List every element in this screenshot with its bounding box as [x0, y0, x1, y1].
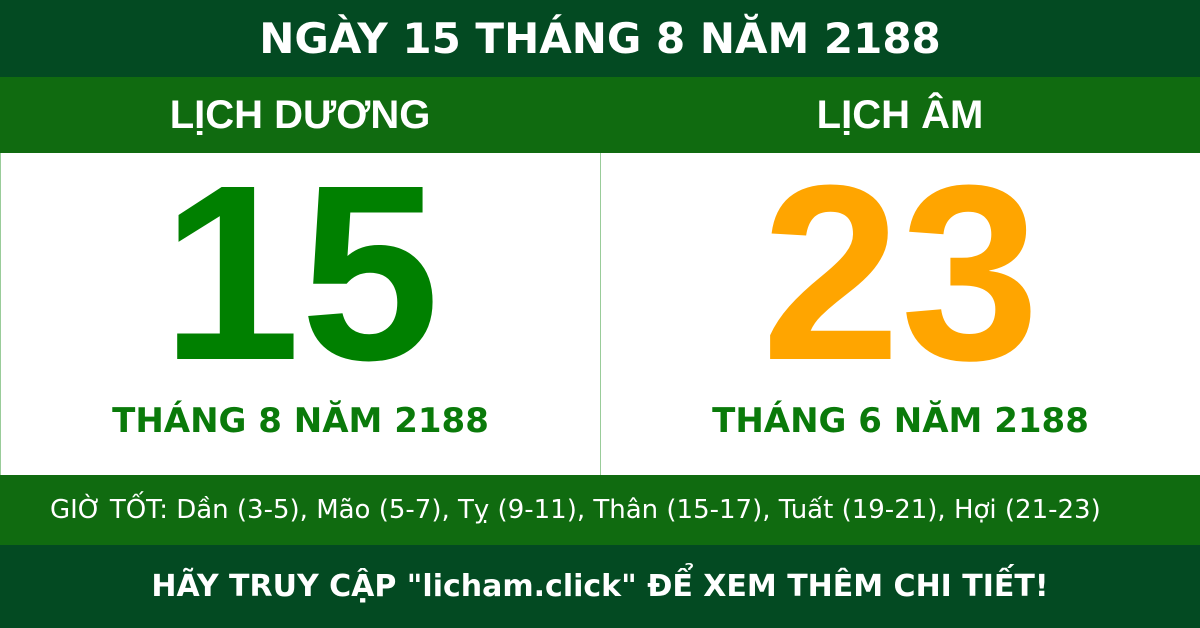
good-hours: GIỜ TỐT: Dần (3-5), Mão (5-7), Tỵ (9-11)…: [0, 475, 1200, 545]
lunar-panel: 23 THÁNG 6 NĂM 2188: [600, 133, 1200, 475]
lunar-heading: LỊCH ÂM: [816, 92, 984, 137]
page-title: NGÀY 15 THÁNG 8 NĂM 2188: [0, 0, 1200, 77]
footer-cta: HÃY TRUY CẬP "licham.click" ĐỂ XEM THÊM …: [0, 545, 1200, 628]
lunar-month-year: THÁNG 6 NĂM 2188: [712, 401, 1089, 441]
solar-month-year: THÁNG 8 NĂM 2188: [112, 401, 489, 441]
calendar-headers: LỊCH DƯƠNG LỊCH ÂM: [0, 77, 1200, 153]
solar-panel: 15 THÁNG 8 NĂM 2188: [0, 133, 600, 475]
solar-day: 15: [161, 133, 440, 412]
solar-heading: LỊCH DƯƠNG: [169, 92, 431, 137]
lunar-day: 23: [761, 133, 1040, 412]
